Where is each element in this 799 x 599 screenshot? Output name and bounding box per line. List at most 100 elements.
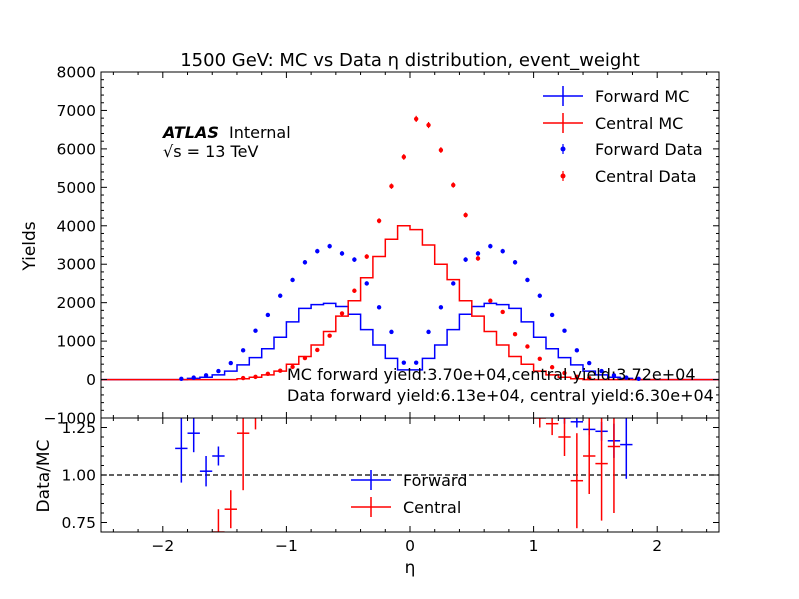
data-point-marker — [562, 328, 567, 333]
data-point-central-data — [389, 183, 394, 189]
data-point-forward-data — [500, 248, 505, 254]
legend-entry-central-data: Central Data — [560, 167, 697, 186]
ratio-point-central — [570, 433, 584, 529]
data-point-marker — [228, 360, 233, 366]
data-point-central-data — [401, 154, 407, 160]
x-tick-label: 2 — [652, 537, 662, 555]
ratio-point-forward — [212, 446, 225, 466]
data-point-forward-data — [302, 259, 308, 265]
data-point-forward-data — [549, 312, 555, 318]
data-point-central-data — [413, 115, 419, 122]
data-point-marker — [451, 281, 456, 286]
data-point-central-data — [500, 309, 505, 315]
data-point-marker — [500, 309, 505, 315]
data-point-marker — [352, 257, 357, 262]
legend-entry-forward: Forward — [351, 470, 467, 490]
data-point-marker — [438, 305, 444, 310]
data-point-marker — [537, 356, 542, 361]
data-point-central-data — [364, 254, 369, 259]
data-point-central-data — [302, 355, 308, 361]
ratio-point-central — [254, 418, 257, 430]
data-point-central-data — [537, 356, 542, 361]
data-point-marker — [278, 368, 283, 373]
data-point-marker — [537, 293, 542, 298]
y-tick-label: 3000 — [57, 256, 96, 274]
data-point-forward-data — [426, 329, 431, 335]
data-point-central-data — [278, 368, 283, 373]
data-point-central-data — [376, 218, 382, 224]
data-point-marker — [475, 251, 481, 256]
data-yield-annotation: Data forward yield:6.13e+04, central yie… — [287, 386, 714, 405]
mc-yield-annotation: MC forward yield:3.70e+04,central yield:… — [287, 365, 696, 384]
legend-label-central-data: Central Data — [595, 167, 697, 186]
legend-label-central-mc: Central MC — [595, 114, 683, 133]
data-point-marker — [216, 368, 221, 374]
series-line-forward-mc — [101, 302, 719, 381]
data-point-marker — [253, 374, 258, 380]
data-point-marker — [401, 360, 407, 365]
data-point-marker — [302, 355, 308, 361]
data-point-marker — [315, 347, 320, 353]
data-point-central-data — [327, 333, 332, 338]
data-point-central-data — [587, 375, 592, 381]
x-tick-label: −2 — [151, 537, 174, 555]
atlas-label: ATLAS Internal — [161, 123, 291, 142]
data-point-forward-data — [438, 305, 444, 310]
data-point-forward-data — [599, 368, 604, 374]
data-point-marker — [438, 147, 444, 153]
atlas-label-suffix: Internal — [229, 123, 291, 142]
y-tick-label: 2000 — [57, 294, 96, 312]
data-point-marker — [203, 373, 209, 378]
data-point-marker — [525, 277, 530, 283]
data-point-forward-data — [389, 329, 394, 335]
data-point-central-data — [488, 298, 493, 303]
ratio-panel: 0.75 1.00 1.25 −2 −1 0 1 2 Data/MC η Forward C… — [34, 72, 720, 578]
data-point-central-data — [562, 370, 567, 376]
data-point-marker — [253, 328, 258, 333]
data-point-marker — [413, 360, 419, 365]
data-point-forward-data — [413, 360, 419, 365]
y-tick-label: 0 — [86, 371, 96, 389]
data-point-marker — [512, 260, 518, 265]
data-point-forward-data — [240, 348, 246, 353]
data-point-forward-data — [203, 373, 209, 378]
data-point-marker — [624, 375, 629, 380]
data-point-marker — [451, 182, 456, 188]
data-point-marker — [240, 375, 246, 381]
ratio-point-central — [533, 418, 546, 428]
data-point-forward-data — [364, 281, 369, 286]
legend-entry-forward-mc: Forward MC — [543, 86, 689, 106]
data-point-marker — [265, 371, 271, 376]
data-point-forward-data — [611, 373, 617, 378]
ratio-point-forward — [187, 418, 200, 453]
ratio-y-tick-label: 0.75 — [61, 514, 96, 532]
legend-entry-central: Central — [351, 497, 461, 517]
data-point-central-data — [463, 212, 468, 218]
data-point-forward-data — [488, 243, 493, 249]
data-point-central-data — [512, 331, 518, 337]
data-points — [179, 115, 641, 381]
data-point-forward-data — [574, 348, 580, 353]
y-tick-label: 4000 — [57, 217, 96, 235]
data-point-marker — [488, 298, 493, 303]
data-point-marker — [512, 331, 518, 337]
data-point-forward-data — [290, 277, 295, 283]
x-tick-label: 0 — [405, 537, 415, 555]
data-point-marker — [376, 218, 382, 223]
y-tick-label: 1000 — [57, 333, 96, 351]
data-point-central-data — [549, 365, 555, 370]
y-tick-label: −1000 — [44, 410, 96, 428]
x-axis: −2 −1 0 1 2 — [112, 72, 708, 555]
data-point-forward-data — [352, 257, 357, 262]
data-point-forward-data — [179, 376, 184, 381]
data-point-forward-data — [265, 312, 271, 318]
data-point-forward-data — [228, 360, 233, 366]
data-point-central-data — [438, 147, 444, 153]
data-point-marker — [364, 281, 369, 286]
data-point-central-data — [315, 347, 320, 353]
data-point-central-data — [265, 371, 271, 376]
data-point-forward-data — [401, 360, 407, 365]
ratio-point-central — [607, 418, 621, 513]
data-point-marker — [549, 312, 555, 318]
top-legend: Forward MC Central MC Forward Data Centr… — [543, 86, 703, 186]
